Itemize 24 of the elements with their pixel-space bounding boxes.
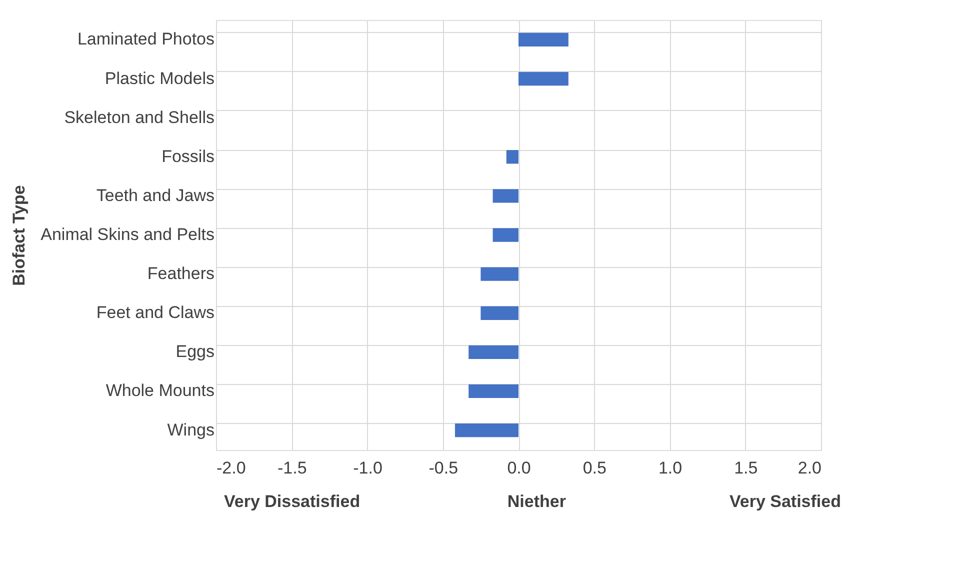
- x-tick-label: -1.5: [277, 458, 307, 478]
- text: Very Satisfied: [729, 492, 841, 511]
- x-tick-label: 0.0: [507, 458, 531, 478]
- y-tick-label: Laminated Photos: [77, 30, 214, 49]
- x-tick-label: -0.5: [428, 458, 458, 478]
- y-tick-label: Feet and Claws: [96, 303, 214, 322]
- y-tick-label: Plastic Models: [104, 68, 214, 88]
- x-tick-label: -1.0: [353, 458, 382, 478]
- y-axis-title: Biofact Type: [10, 185, 29, 286]
- y-tick-label: Feathers: [147, 264, 214, 284]
- y-tick-label: Animal Skins and Pelts: [40, 225, 214, 244]
- text: Niether: [507, 492, 566, 511]
- y-tick-label: Teeth and Jaws: [96, 186, 214, 205]
- x-tick-label: 1.0: [658, 458, 682, 478]
- x-tick-label: 2.0: [798, 458, 822, 478]
- x-tick-label: 0.5: [582, 458, 606, 478]
- x-tick-label: -2.0: [216, 458, 246, 478]
- y-tick-label: Skeleton and Shells: [64, 108, 214, 127]
- y-tick-label: Fossils: [162, 146, 214, 166]
- text: Very Dissatisfied: [224, 492, 360, 511]
- y-tick-label: Eggs: [176, 342, 214, 362]
- y-tick-label: Whole Mounts: [106, 381, 214, 400]
- x-tick-label: 1.5: [734, 458, 758, 478]
- y-tick-label: Wings: [167, 420, 214, 440]
